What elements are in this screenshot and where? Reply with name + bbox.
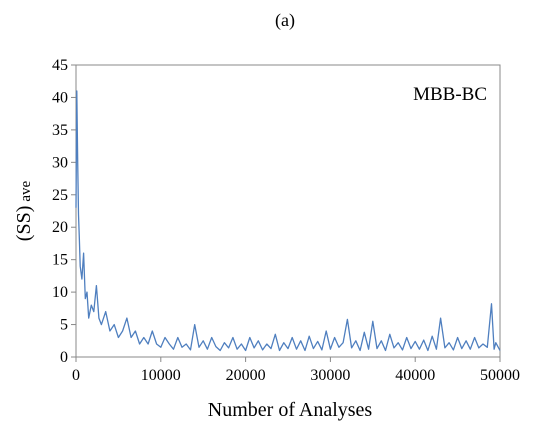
y-tick-label: 0 [60,349,68,366]
x-tick-label: 10000 [141,367,181,384]
y-axis-label-main: (SS) [13,206,35,242]
y-tick-label: 5 [60,317,68,334]
y-tick-label: 35 [52,122,68,139]
series-layer [75,90,501,352]
y-tick-label: 20 [52,219,68,236]
x-tick-label: 30000 [310,367,350,384]
chart-title: (a) [275,10,295,31]
y-tick-label: 45 [52,57,68,74]
y-tick-label: 10 [52,284,68,301]
x-tick-label: 50000 [480,367,520,384]
y-tick-label: 30 [52,154,68,171]
x-axis: 0 10000 20000 30000 40000 50000 [72,357,520,384]
series-line-0 [75,90,501,352]
x-axis-label: Number of Analyses [208,399,373,421]
x-tick-label: 0 [72,367,80,384]
x-tick-label: 40000 [395,367,435,384]
y-axis-label: (SS) ave [13,180,35,241]
y-axis-label-sub: ave [18,180,34,201]
plot-area [75,64,501,358]
y-axis: 0 5 10 15 20 25 30 35 40 45 [52,57,76,366]
y-tick-label: 25 [52,187,68,204]
x-tick-label: 20000 [226,367,266,384]
y-tick-label: 15 [52,252,68,269]
series-annotation: MBB-BC [413,84,487,105]
y-tick-label: 40 [52,89,68,106]
